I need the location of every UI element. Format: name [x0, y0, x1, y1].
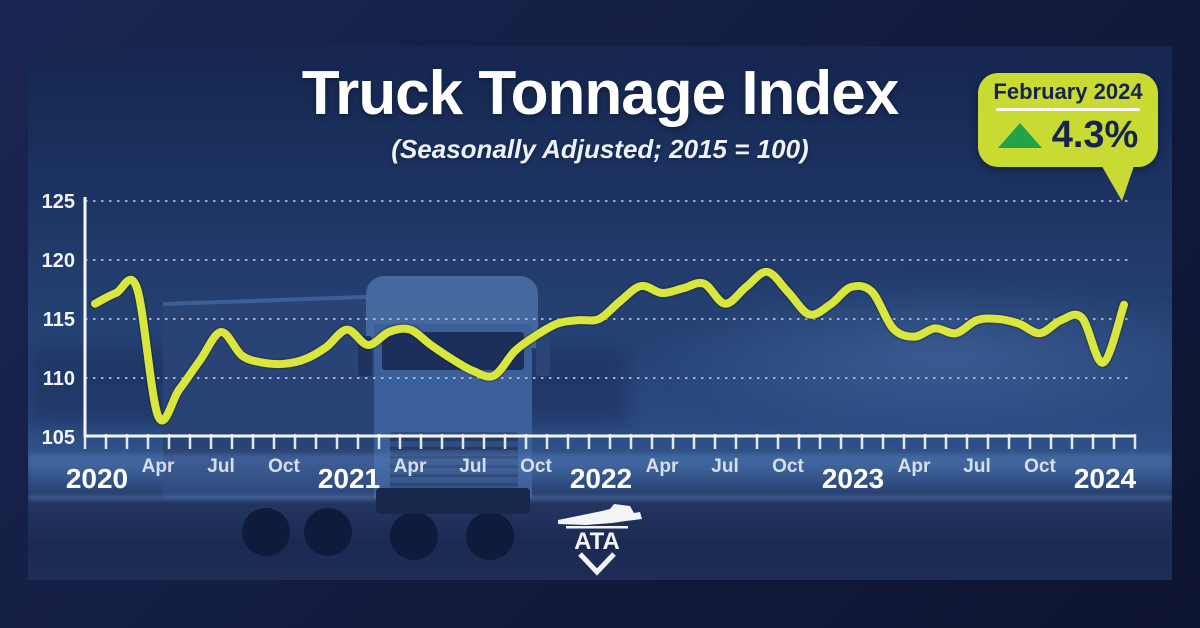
x-year-label: 2021: [318, 463, 380, 494]
truck-wheel: [466, 512, 514, 560]
x-month-label: Apr: [394, 456, 427, 477]
ata-logo: ATA: [558, 504, 642, 576]
callout-bubble: February 2024 4.3%: [978, 73, 1158, 167]
page-title: Truck Tonnage Index: [301, 59, 900, 128]
x-month-label: Jul: [207, 456, 234, 477]
x-year-label: 2023: [822, 463, 884, 494]
badge-divider: [996, 108, 1140, 111]
badge-change-value: 4.3%: [1051, 114, 1139, 156]
up-arrow-icon: [997, 122, 1042, 148]
change-callout-badge: February 2024 4.3%: [978, 73, 1158, 201]
horizon-band: [28, 454, 1172, 502]
truck-grille: [390, 432, 518, 492]
logo-truck-icon: [558, 504, 642, 525]
x-month-label: Apr: [646, 456, 679, 477]
x-month-label: Oct: [268, 456, 300, 477]
y-tick-label: 105: [42, 427, 75, 449]
x-month-label: Jul: [459, 456, 486, 477]
tonnage-line: [91, 267, 1128, 425]
chart-subtitle: (Seasonally Adjusted; 2015 = 100): [391, 134, 809, 164]
x-month-label: Apr: [142, 456, 175, 477]
x-month-label: Jul: [963, 456, 990, 477]
x-month-label: Jul: [711, 456, 738, 477]
truck-wheel: [242, 508, 290, 556]
badge-period: February 2024: [993, 79, 1143, 104]
truck-wheel: [390, 512, 438, 560]
y-tick-label: 125: [42, 191, 75, 213]
truck-wheel: [304, 508, 352, 556]
truck-mirror-right: [536, 336, 550, 376]
x-year-label: 2020: [66, 463, 128, 494]
x-year-label: 2024: [1074, 463, 1137, 494]
x-month-label: Oct: [1024, 456, 1056, 477]
y-tick-label: 110: [43, 368, 75, 390]
tonnage-line-shadow: [89, 266, 1130, 426]
x-month-label: Apr: [898, 456, 931, 477]
road-edge-line: [28, 496, 1172, 500]
logo-chevron: [578, 552, 616, 576]
x-month-label: Oct: [772, 456, 804, 477]
x-month-label: Oct: [520, 456, 552, 477]
logo-text: ATA: [574, 528, 620, 555]
x-year-label: 2022: [570, 463, 632, 494]
y-tick-label: 115: [43, 309, 75, 331]
callout-tail: [1100, 163, 1135, 201]
y-tick-label: 120: [42, 250, 75, 272]
truck-bumper: [376, 488, 530, 514]
